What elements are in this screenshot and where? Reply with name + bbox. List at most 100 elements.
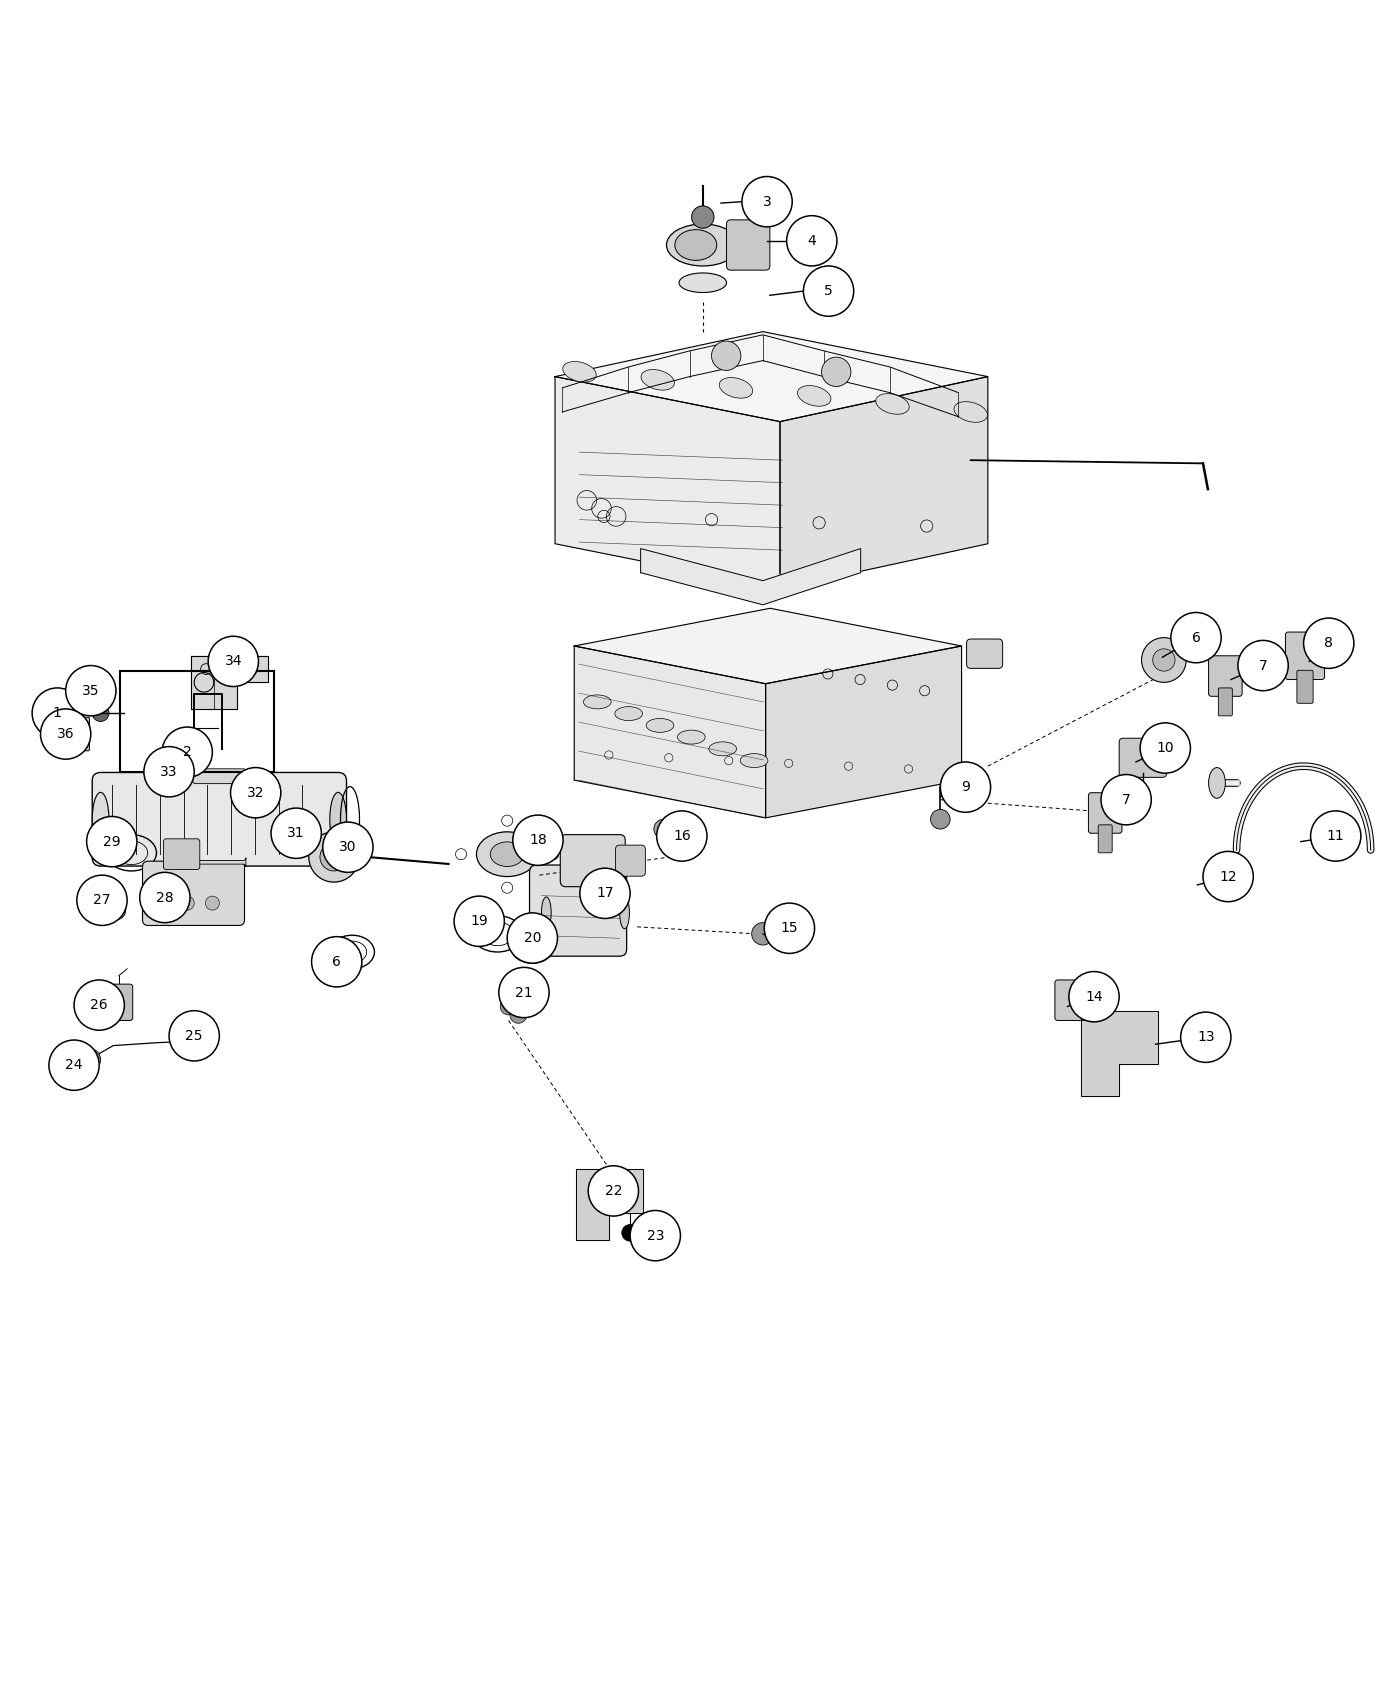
Circle shape [588,1166,638,1216]
Text: 21: 21 [515,986,533,1000]
Polygon shape [780,377,988,588]
Text: 24: 24 [66,1057,83,1073]
Text: 14: 14 [1085,989,1103,1003]
Circle shape [32,688,83,738]
Circle shape [209,636,259,687]
Circle shape [512,814,563,865]
Circle shape [454,896,504,947]
Ellipse shape [708,741,736,757]
Text: 7: 7 [1259,658,1267,673]
Circle shape [323,823,372,872]
FancyBboxPatch shape [1119,738,1166,777]
FancyBboxPatch shape [92,772,347,865]
Text: 11: 11 [1327,830,1344,843]
Circle shape [77,876,127,925]
FancyBboxPatch shape [1098,824,1112,853]
Circle shape [78,1049,101,1071]
FancyBboxPatch shape [1218,688,1232,716]
Polygon shape [190,656,267,709]
Bar [120,672,274,772]
FancyBboxPatch shape [1054,979,1088,1020]
Text: 6: 6 [1191,631,1200,644]
Ellipse shape [741,753,769,768]
Circle shape [500,998,517,1015]
FancyBboxPatch shape [966,639,1002,668]
Polygon shape [574,646,766,818]
Circle shape [711,342,741,371]
FancyBboxPatch shape [560,835,626,887]
Circle shape [140,872,190,923]
Circle shape [41,709,91,760]
Circle shape [764,903,815,954]
Circle shape [630,1210,680,1261]
Text: 6: 6 [332,955,342,969]
Circle shape [1152,649,1175,672]
Circle shape [181,896,195,910]
FancyBboxPatch shape [143,862,245,925]
Circle shape [92,706,109,721]
Polygon shape [575,1168,643,1239]
Circle shape [87,816,137,867]
Text: 36: 36 [57,728,74,741]
Circle shape [752,923,774,945]
Circle shape [309,831,358,882]
Circle shape [1238,641,1288,690]
FancyBboxPatch shape [193,858,246,867]
Circle shape [144,746,195,797]
Circle shape [654,819,673,838]
Circle shape [49,1040,99,1090]
Text: 20: 20 [524,932,540,945]
Circle shape [206,896,220,910]
Text: 16: 16 [673,830,690,843]
Text: 9: 9 [960,780,970,794]
Text: 22: 22 [605,1183,622,1198]
Text: 32: 32 [246,785,265,799]
Text: 25: 25 [185,1028,203,1042]
Circle shape [272,808,322,858]
Circle shape [941,762,991,813]
Ellipse shape [330,792,346,847]
Circle shape [580,869,630,918]
Ellipse shape [476,831,538,877]
Text: 15: 15 [781,921,798,935]
Text: 10: 10 [1156,741,1175,755]
Circle shape [155,896,169,910]
Text: 26: 26 [91,998,108,1012]
Text: 17: 17 [596,886,613,901]
Circle shape [321,843,347,870]
Ellipse shape [92,792,109,847]
Text: 5: 5 [825,284,833,298]
Ellipse shape [679,274,727,292]
Text: 18: 18 [529,833,547,847]
Circle shape [1140,722,1190,774]
FancyBboxPatch shape [73,717,90,751]
Circle shape [822,357,851,386]
Circle shape [931,809,951,830]
Text: 31: 31 [287,826,305,840]
Ellipse shape [1208,768,1225,799]
Circle shape [74,979,125,1030]
Circle shape [507,913,557,964]
Circle shape [231,768,281,818]
Polygon shape [1081,1012,1158,1095]
Circle shape [804,265,854,316]
Ellipse shape [641,369,675,389]
Circle shape [106,901,126,920]
Circle shape [1180,1012,1231,1062]
Circle shape [175,1030,197,1052]
Ellipse shape [720,377,753,398]
Ellipse shape [615,707,643,721]
Ellipse shape [490,842,524,867]
Text: 29: 29 [104,835,120,848]
Text: 30: 30 [339,840,357,853]
FancyBboxPatch shape [1208,656,1242,697]
Text: 19: 19 [470,915,489,928]
Polygon shape [574,609,962,683]
Ellipse shape [675,230,717,260]
Text: 1: 1 [53,706,62,721]
Ellipse shape [876,394,909,415]
Ellipse shape [666,224,739,265]
Circle shape [1141,638,1186,682]
Text: 12: 12 [1219,869,1238,884]
Ellipse shape [647,719,673,733]
